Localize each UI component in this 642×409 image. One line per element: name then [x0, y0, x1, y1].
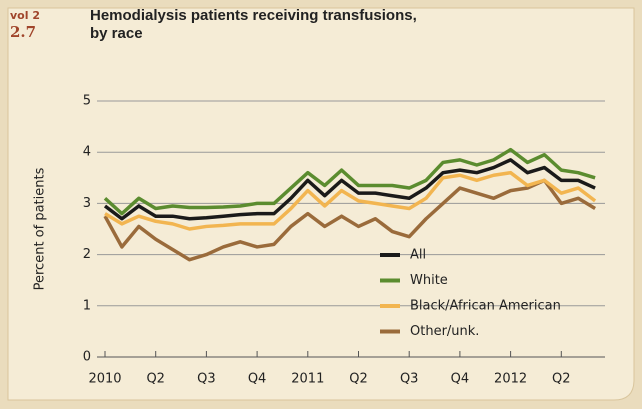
chart-title: Hemodialysis patients receiving transfus…	[90, 7, 417, 42]
y-tick-label: 4	[83, 145, 91, 160]
y-tick-label: 2	[83, 247, 91, 262]
x-tick-label: Q4	[248, 372, 267, 387]
line	[104, 170, 597, 231]
x-tick-label: 2012	[494, 372, 527, 387]
y-tick-label: 3	[83, 196, 91, 211]
y-axis-label: Percent of patients	[33, 167, 48, 290]
y-tick-label: 0	[83, 350, 91, 365]
x-tick-label: Q2	[146, 372, 165, 387]
legend-label: White	[410, 273, 448, 288]
x-tick-label: Q2	[552, 372, 571, 387]
legend-label: Black/African American	[410, 299, 561, 314]
line	[103, 178, 597, 262]
line	[103, 158, 596, 221]
x-tick-label: Q2	[349, 372, 368, 387]
legend-label: All	[410, 248, 426, 263]
y-tick-label: 1	[83, 298, 91, 313]
line	[103, 147, 596, 216]
x-tick-label: Q3	[197, 372, 216, 387]
x-tick-label: Q4	[451, 372, 470, 387]
volume: vol 2	[10, 9, 40, 22]
x-tick-label: 2011	[291, 372, 324, 387]
x-tick-label: Q3	[400, 372, 419, 387]
figure-number: 2.7	[10, 23, 36, 41]
x-tick-label: 2010	[88, 372, 121, 387]
legend-label: Other/unk.	[410, 324, 479, 339]
y-tick-label: 5	[83, 94, 91, 109]
